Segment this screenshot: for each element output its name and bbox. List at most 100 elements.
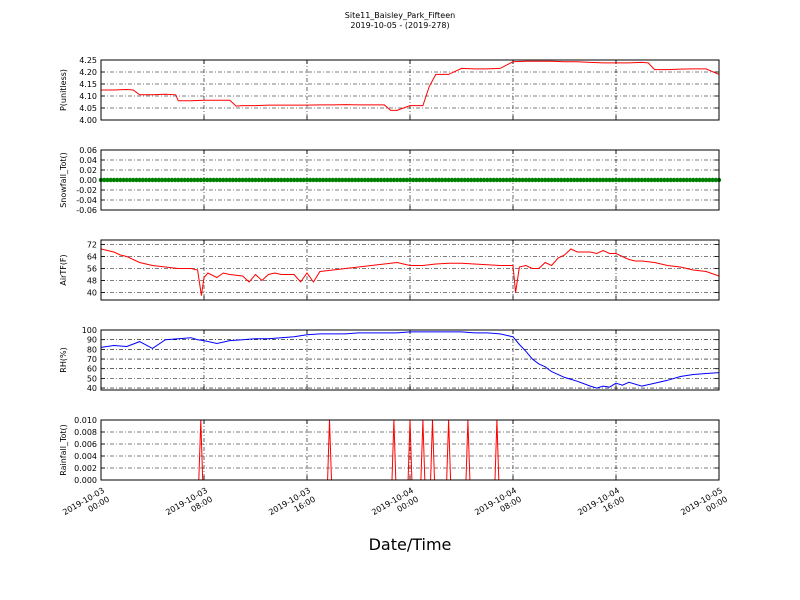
data-point (694, 177, 699, 183)
data-point (417, 177, 422, 183)
data-point (259, 177, 265, 183)
data-point (427, 177, 432, 183)
data-point (588, 177, 593, 183)
data-point (304, 177, 310, 183)
x-axis-label: Date/Time (369, 535, 452, 554)
data-point (700, 177, 706, 183)
data-point (298, 177, 303, 183)
series-line (101, 60, 720, 111)
data-point (378, 177, 384, 183)
data-point (581, 177, 587, 183)
data-point (475, 177, 480, 183)
data-point (613, 177, 619, 183)
data-point (610, 177, 615, 183)
data-point (591, 177, 596, 183)
data-point (436, 177, 442, 183)
data-point (185, 177, 191, 183)
y-tick-label: 0.004 (74, 452, 97, 461)
data-point (510, 177, 516, 183)
data-point (552, 177, 558, 183)
data-point (703, 177, 709, 183)
data-point (121, 177, 126, 183)
data-point (488, 177, 493, 183)
panel-5: 0.010 0.008 0.006 0.004 0.002 0.000 Rainfall_T… (59, 416, 720, 485)
data-point (526, 177, 532, 183)
data-point (198, 177, 203, 183)
data-point (346, 177, 352, 183)
y-axis-label: RH(%) (59, 347, 68, 372)
data-point (472, 177, 477, 183)
data-point (481, 177, 487, 183)
data-point (150, 177, 155, 183)
data-point (156, 177, 162, 183)
data-point (449, 177, 455, 183)
data-point (523, 177, 529, 183)
data-point (230, 177, 236, 183)
data-point (459, 177, 464, 183)
data-point (243, 177, 249, 183)
data-point (649, 177, 654, 183)
data-point (169, 177, 175, 183)
data-point (533, 177, 538, 183)
y-tick-label: 4.15 (79, 80, 97, 89)
y-axis-label: P(unitless) (59, 69, 68, 111)
data-point (626, 177, 632, 183)
y-tick-label: 0.06 (79, 146, 97, 155)
data-point (404, 177, 409, 183)
data-point (388, 177, 393, 183)
data-point (555, 177, 561, 183)
data-point (176, 177, 181, 183)
data-point (607, 177, 612, 183)
data-point (269, 177, 274, 183)
data-point (655, 177, 661, 183)
data-point (568, 177, 574, 183)
data-point (562, 177, 567, 183)
data-point (414, 177, 419, 183)
y-tick-label: -0.06 (76, 206, 97, 215)
data-point (497, 177, 503, 183)
y-axis-label: AirTF(F) (59, 254, 68, 285)
data-point (658, 177, 664, 183)
data-point (697, 177, 702, 183)
data-point (285, 177, 290, 183)
data-point (671, 177, 677, 183)
data-point (620, 177, 625, 183)
data-point (134, 177, 139, 183)
data-point (604, 177, 609, 183)
data-point (250, 177, 255, 183)
data-point (192, 177, 197, 183)
data-point (594, 177, 599, 183)
data-point (398, 177, 403, 183)
data-point (430, 177, 435, 183)
data-point (394, 177, 400, 183)
data-point (217, 177, 223, 183)
panels: 4.254.204.154.104.054.00P(unitless)0.060… (59, 56, 722, 485)
data-point (127, 177, 133, 183)
data-point (494, 177, 500, 183)
data-point (617, 177, 622, 183)
data-point (227, 177, 232, 183)
data-point (340, 177, 345, 183)
y-axis-label: Rainfall_Tot() (59, 424, 68, 476)
data-point (539, 177, 545, 183)
y-tick-label: 0.000 (74, 476, 97, 485)
plot-frame (100, 239, 720, 301)
y-tick-label: 0.02 (79, 166, 97, 175)
data-point (571, 177, 577, 183)
data-point (102, 177, 107, 183)
y-tick-label: 40 (87, 289, 97, 298)
data-point (369, 177, 374, 183)
data-point (401, 177, 406, 183)
y-tick-label: 48 (87, 277, 97, 286)
series-line (100, 331, 720, 389)
data-point (665, 177, 670, 183)
data-point (188, 177, 194, 183)
data-point (308, 177, 313, 183)
data-point (468, 177, 474, 183)
data-point (262, 177, 268, 183)
